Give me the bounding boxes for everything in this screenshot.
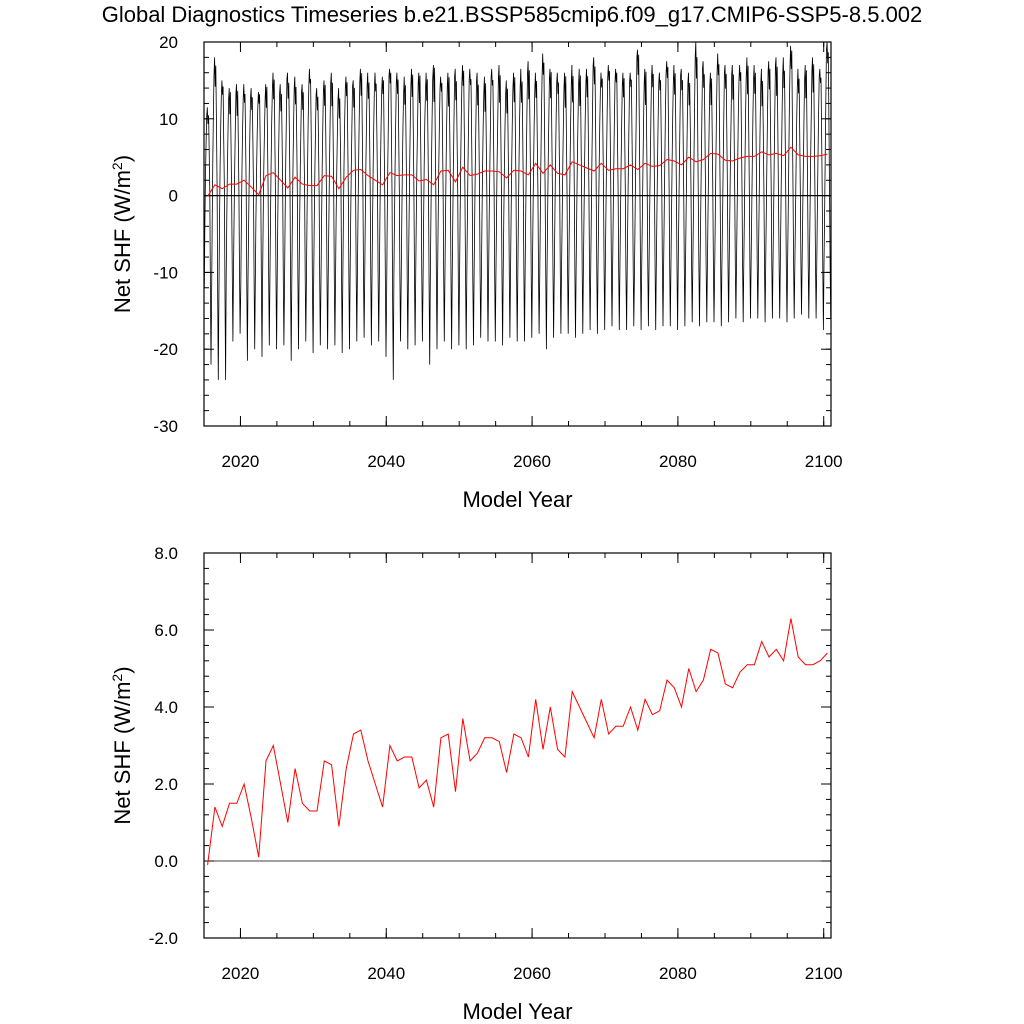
y-axis-label-superscript: 2 [109,162,125,170]
y-tick-label: -20 [153,340,178,359]
x-axis-label: Model Year [462,487,572,512]
x-tick-label: 2080 [659,964,697,983]
y-tick-label: 2.0 [154,775,178,794]
x-tick-label: 2040 [367,452,405,471]
y-axis-label-superscript: 2 [109,674,125,682]
y-tick-label: -2.0 [149,929,178,948]
y-tick-label: 4.0 [154,698,178,717]
y-tick-label: 10 [159,110,178,129]
y-axis-label: Net SHF (W/m2) [109,155,135,313]
y-axis-label: Net SHF (W/m2) [109,666,135,824]
y-axis-label-close: ) [110,155,135,162]
y-tick-label: 0.0 [154,852,178,871]
annual-mean-series-line [207,146,828,197]
y-tick-label: -30 [153,417,178,436]
x-tick-label: 2100 [805,452,843,471]
y-axis-label-main: Net SHF (W/m [110,682,135,825]
plot-data [204,42,831,380]
x-tick-label: 2020 [222,964,260,983]
y-tick-label: 0 [169,187,178,206]
y-axis-label-main: Net SHF (W/m [110,170,135,313]
monthly-series-line [204,42,831,380]
x-tick-label: 2060 [513,964,551,983]
plot-frame [203,41,832,427]
x-tick-label: 2040 [367,964,405,983]
x-tick-label: 2100 [805,964,843,983]
x-tick-label: 2080 [659,452,697,471]
x-tick-label: 2020 [222,452,260,471]
chart-title: Global Diagnostics Timeseries b.e21.BSSP… [101,2,923,27]
annual-mean-series-line [207,618,828,865]
y-tick-label: -10 [153,263,178,282]
plot-data [204,618,831,865]
y-axis-label-close: ) [110,666,135,673]
y-tick-label: 8.0 [154,544,178,563]
y-tick-label: 20 [159,33,178,52]
y-tick-label: 6.0 [154,621,178,640]
x-tick-label: 2060 [513,452,551,471]
x-axis-label: Model Year [462,999,572,1024]
plot-frame [203,552,832,939]
plot-panel-bottom: -2.0 0.0 2.0 4.0 6.0 8.0 2020 2040 2060 2080 2100 M… [109,544,843,1024]
